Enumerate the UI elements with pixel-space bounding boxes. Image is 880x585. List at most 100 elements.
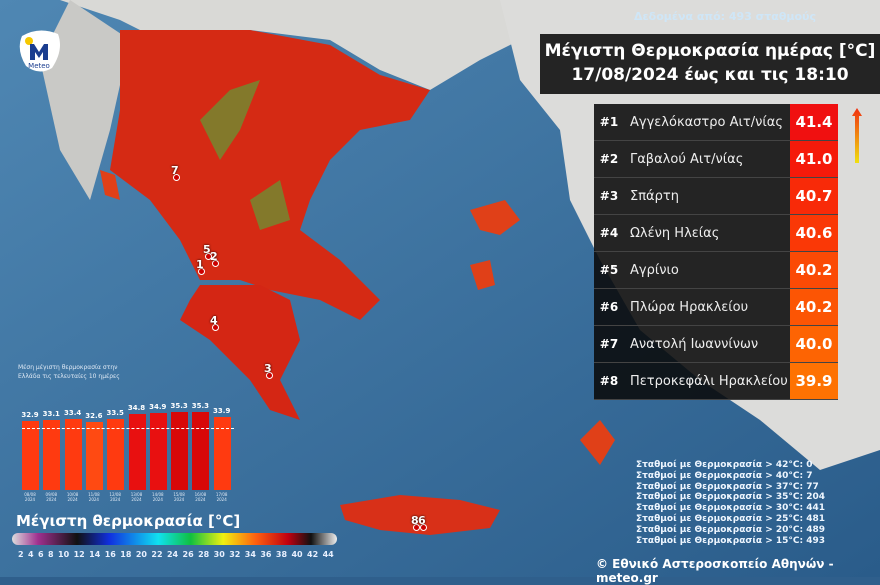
- tick-label: 36: [260, 550, 272, 559]
- bar: [213, 417, 231, 490]
- inset-bar-chart: 32.9 08/08 2024 33.1 09/08 2024 33.4 10/08 20…: [21, 400, 234, 502]
- marker-number: 3: [264, 362, 272, 375]
- bar: [85, 422, 103, 490]
- ranking-row: #5 Αγρίνιο 40.2: [594, 252, 838, 289]
- station-name: Γαβαλού Αιτ/νίας: [630, 151, 744, 167]
- bar-value-label: 33.1: [42, 410, 60, 419]
- bar-date-label: 16/08 2024: [194, 492, 207, 502]
- bar-value-label: 35.3: [170, 401, 188, 410]
- station-marker: [420, 524, 427, 531]
- tick-label: 6: [38, 550, 44, 559]
- marker-number: 4: [210, 314, 218, 327]
- temperature-value: 40.0: [790, 326, 838, 362]
- map-title: Μέγιστη Θερμοκρασία ημέρας [°C] 17/08/20…: [540, 34, 880, 94]
- marker-number: 8: [411, 514, 419, 527]
- title-line1: Μέγιστη Θερμοκρασία ημέρας [°C]: [544, 41, 876, 61]
- bar-value-label: 32.9: [21, 411, 39, 420]
- bar: [107, 418, 125, 490]
- reference-line: [22, 428, 234, 429]
- temperature-value: 39.9: [790, 363, 838, 399]
- station-counts: Σταθμοί με Θερμοκρασία > 42°C: 0 Σταθμοί …: [636, 460, 825, 546]
- count-line: Σταθμοί με Θερμοκρασία > 25°C: 481: [636, 513, 826, 524]
- tick-label: 4: [28, 550, 34, 559]
- bar-date-label: 09/08 2024: [45, 492, 58, 502]
- tick-label: 18: [120, 550, 132, 559]
- inset-chart-title: Μέση μέγιστη θερμοκρασία στην Ελλάδα τις…: [18, 364, 120, 380]
- count-line: Σταθμοί με Θερμοκρασία > 35°C: 204: [636, 492, 826, 503]
- count-line: Σταθμοί με Θερμοκρασία > 20°C: 489: [636, 524, 826, 535]
- temperature-value: 40.7: [790, 178, 838, 214]
- rank-label: #5: [599, 263, 619, 277]
- station-marker: [205, 253, 212, 260]
- albania-land: [40, 0, 130, 200]
- tick-label: 42: [307, 550, 319, 559]
- marker-number: 5: [203, 243, 211, 256]
- bar-value-label: 33.4: [63, 409, 82, 418]
- bar-date-label: 13/08 2024: [130, 492, 143, 502]
- tick-label: 32: [229, 550, 241, 559]
- bar: [192, 411, 210, 490]
- bar: [149, 413, 167, 490]
- tick-label: 28: [198, 550, 210, 559]
- station-name: Ανατολή Ιωαννίνων: [630, 336, 759, 352]
- bar: [171, 411, 189, 490]
- count-line: Σταθμοί με Θερμοκρασία > 30°C: 441: [636, 503, 826, 514]
- tick-label: 10: [58, 550, 70, 559]
- rank-label: #7: [599, 337, 619, 351]
- station-name: Πλώρα Ηρακλείου: [630, 299, 749, 315]
- tick-label: 8: [48, 550, 54, 559]
- stations-note: Δεδομένα από: 493 σταθμούς: [634, 10, 816, 23]
- temperature-value: 40.2: [790, 252, 838, 288]
- count-line: Σταθμοί με Θερμοκρασία > 37°C: 77: [636, 481, 819, 492]
- station-name: Αγρίνιο: [630, 262, 679, 278]
- title-line2: 17/08/2024 έως και τις 18:10: [571, 65, 849, 85]
- temperature-value: 40.2: [790, 289, 838, 325]
- up-arrow-icon: [852, 108, 862, 163]
- bar-value-label: 33.5: [106, 408, 124, 417]
- credit: © Εθνικό Αστεροσκοπείο Αθηνών - meteo.gr: [596, 557, 834, 585]
- tick-label: 16: [104, 550, 116, 559]
- bar-date-label: 11/08 2024: [88, 492, 100, 502]
- bar-value-label: 34.9: [149, 403, 167, 412]
- tick-label: 24: [166, 550, 179, 559]
- station-name: Αγγελόκαστρο Αιτ/νίας: [630, 114, 783, 130]
- bar-value-label: 34.8: [127, 403, 146, 412]
- rank-label: #3: [599, 189, 619, 203]
- station-name: Σπάρτη: [630, 188, 679, 204]
- station-marker: [212, 260, 219, 267]
- tick-label: 26: [182, 550, 194, 559]
- count-line: Σταθμοί με Θερμοκρασία > 15°C: 493: [636, 535, 826, 546]
- tick-label: 20: [135, 550, 147, 559]
- tick-label: 14: [89, 550, 101, 559]
- marker-number: 6: [418, 514, 426, 527]
- ranking-row: #3 Σπάρτη 40.7: [594, 178, 838, 215]
- ranking-row: #2 Γαβαλού Αιτ/νίας 41.0: [594, 141, 838, 178]
- tick-label: 12: [73, 550, 85, 559]
- crete: [340, 495, 500, 535]
- station-marker: [198, 268, 205, 275]
- cooler-mountains: [200, 80, 290, 230]
- tick-label: 30: [213, 550, 225, 559]
- ranking-row: #4 Ωλένη Ηλείας 40.6: [594, 215, 838, 252]
- station-name: Ωλένη Ηλείας: [630, 225, 720, 241]
- tick-label: 22: [151, 550, 163, 559]
- temperature-value: 41.0: [790, 141, 838, 177]
- ranking-row: #7 Ανατολή Ιωαννίνων 40.0: [594, 326, 838, 363]
- tick-label: 40: [291, 550, 303, 559]
- tick-label: 2: [18, 550, 24, 559]
- bar-value-label: 33.9: [213, 407, 231, 416]
- count-line: Σταθμοί με Θερμοκρασία > 42°C: 0: [636, 460, 813, 470]
- meteo-logo: Meteo: [14, 28, 64, 74]
- rank-label: #2: [599, 152, 619, 166]
- temperature-value: 40.6: [790, 215, 838, 251]
- color-scale-bar: [12, 533, 337, 545]
- svg-text:Meteo: Meteo: [28, 62, 50, 70]
- station-marker: [212, 324, 219, 331]
- ranking-row: #1 Αγγελόκαστρο Αιτ/νίας 41.4: [594, 104, 838, 141]
- bar-date-label: 15/08 2024: [173, 492, 185, 502]
- bar-date-label: 17/08 2024: [215, 492, 228, 502]
- count-line: Σταθμοί με Θερμοκρασία > 40°C: 7: [636, 470, 813, 481]
- tick-label: 38: [275, 550, 288, 559]
- balkans-land: [60, 0, 560, 90]
- temperature-value: 41.4: [790, 104, 838, 140]
